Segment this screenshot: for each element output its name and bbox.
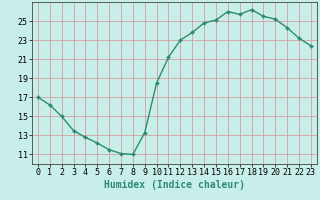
X-axis label: Humidex (Indice chaleur): Humidex (Indice chaleur) bbox=[104, 180, 245, 190]
